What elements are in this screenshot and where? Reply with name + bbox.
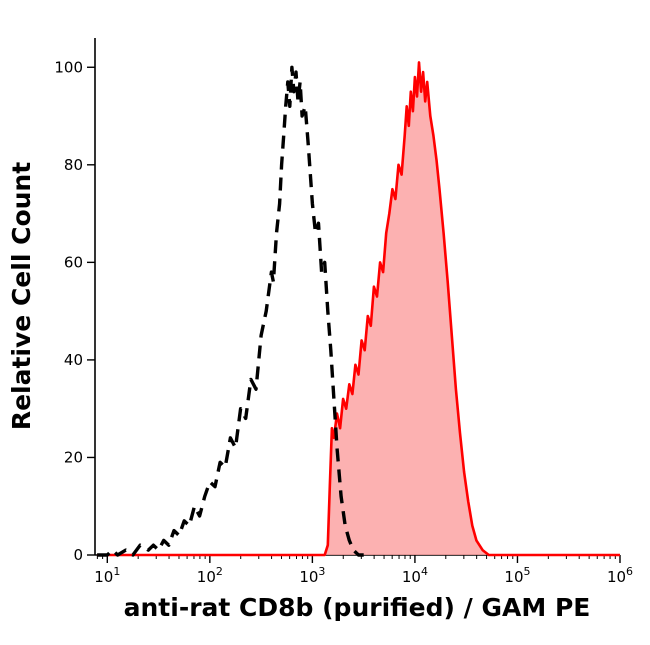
tick-labels: 101 102 103 104 105 106 0 20 40 60 80 100 xyxy=(54,58,633,586)
y-tick-label: 100 xyxy=(54,58,83,76)
series-curves xyxy=(97,61,621,557)
stained-histogram-fill xyxy=(97,62,621,556)
stained-histogram-curve xyxy=(97,61,620,557)
y-axis-title: Relative Cell Count xyxy=(7,162,36,430)
y-tick-label: 80 xyxy=(64,156,83,174)
y-tick-label: 60 xyxy=(64,253,83,271)
x-axis-title: anti-rat CD8b (purified) / GAM PE xyxy=(124,593,591,622)
x-tick-label: 103 xyxy=(299,565,325,586)
x-tick-label: 105 xyxy=(504,565,530,586)
x-tick-label: 101 xyxy=(94,565,120,586)
x-tick-label: 104 xyxy=(402,565,428,586)
y-tick-label: 40 xyxy=(64,351,83,369)
y-tick-label: 0 xyxy=(73,546,83,564)
y-tick-label: 20 xyxy=(64,448,83,466)
x-tick-label: 106 xyxy=(607,565,633,586)
x-tick-label: 102 xyxy=(197,565,223,586)
control-histogram-curve xyxy=(97,65,364,557)
